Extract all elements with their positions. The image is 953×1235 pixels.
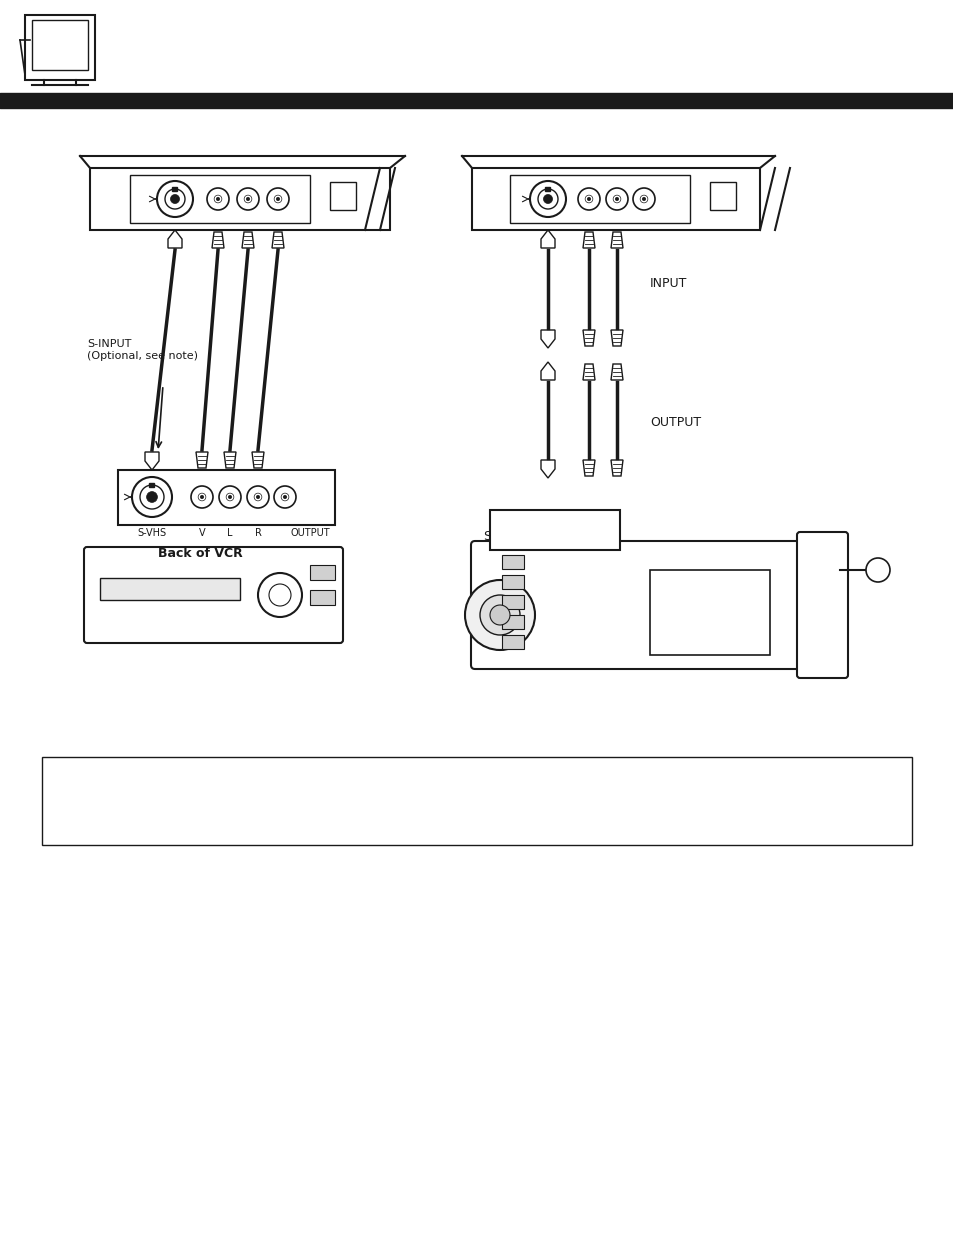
FancyBboxPatch shape [471,541,843,669]
Circle shape [140,485,164,509]
Bar [25,15,95,80]
Circle shape [865,558,889,582]
Circle shape [578,188,599,210]
Circle shape [247,487,269,508]
Circle shape [269,584,291,606]
Text: R: R [254,529,261,538]
Circle shape [191,487,213,508]
Circle shape [147,492,157,503]
Circle shape [587,198,590,200]
Circle shape [479,595,519,635]
Circle shape [584,195,592,203]
Circle shape [253,493,261,501]
Circle shape [226,493,233,501]
Bar [130,175,310,224]
Circle shape [615,198,618,200]
Circle shape [464,580,535,650]
Circle shape [244,195,252,203]
Circle shape [257,573,302,618]
Circle shape [543,194,552,204]
Bar [90,168,390,230]
Circle shape [219,487,241,508]
Circle shape [490,605,510,625]
Bar [501,595,523,609]
Text: S-VHS: S-VHS [137,529,167,538]
Bar [490,510,619,550]
Bar [42,757,911,845]
Bar [330,182,355,210]
Circle shape [213,195,222,203]
Circle shape [274,195,281,203]
Circle shape [200,495,203,499]
Bar [150,483,154,487]
Circle shape [276,198,279,200]
Circle shape [165,189,185,209]
Circle shape [537,189,558,209]
Text: INPUT: INPUT [649,277,687,289]
Circle shape [207,188,229,210]
Circle shape [171,194,179,204]
Text: OUTPUT: OUTPUT [290,529,330,538]
Text: Back of VCR: Back of VCR [157,547,242,559]
Circle shape [256,495,259,499]
Circle shape [198,493,206,501]
Text: L: L [227,529,233,538]
FancyBboxPatch shape [796,532,847,678]
Circle shape [613,195,620,203]
Circle shape [274,487,295,508]
Bar [472,168,760,230]
Bar [545,186,550,191]
Circle shape [639,195,647,203]
Circle shape [246,198,250,200]
Circle shape [236,188,258,210]
Bar [501,576,523,589]
Bar [118,471,335,525]
Text: S-VHS Video camera: S-VHS Video camera [483,530,612,543]
Circle shape [530,182,565,217]
Circle shape [267,188,289,210]
Bar [510,175,689,224]
Text: V: V [198,529,205,538]
Text: S-INPUT
(Optional, see note): S-INPUT (Optional, see note) [87,340,198,361]
Circle shape [605,188,627,210]
Bar [709,182,735,210]
Bar [501,635,523,650]
Circle shape [132,477,172,517]
Bar [172,186,177,191]
Bar [310,564,335,580]
Circle shape [633,188,655,210]
Bar [310,590,335,605]
Circle shape [157,182,193,217]
FancyBboxPatch shape [84,547,343,643]
Bar [100,578,240,600]
Circle shape [228,495,232,499]
Bar [32,20,88,70]
Circle shape [281,493,289,501]
Bar [501,615,523,629]
Text: OUTPUT: OUTPUT [649,415,700,429]
Circle shape [641,198,645,200]
Bar [501,555,523,569]
Circle shape [216,198,219,200]
Circle shape [283,495,286,499]
Bar [649,571,769,655]
